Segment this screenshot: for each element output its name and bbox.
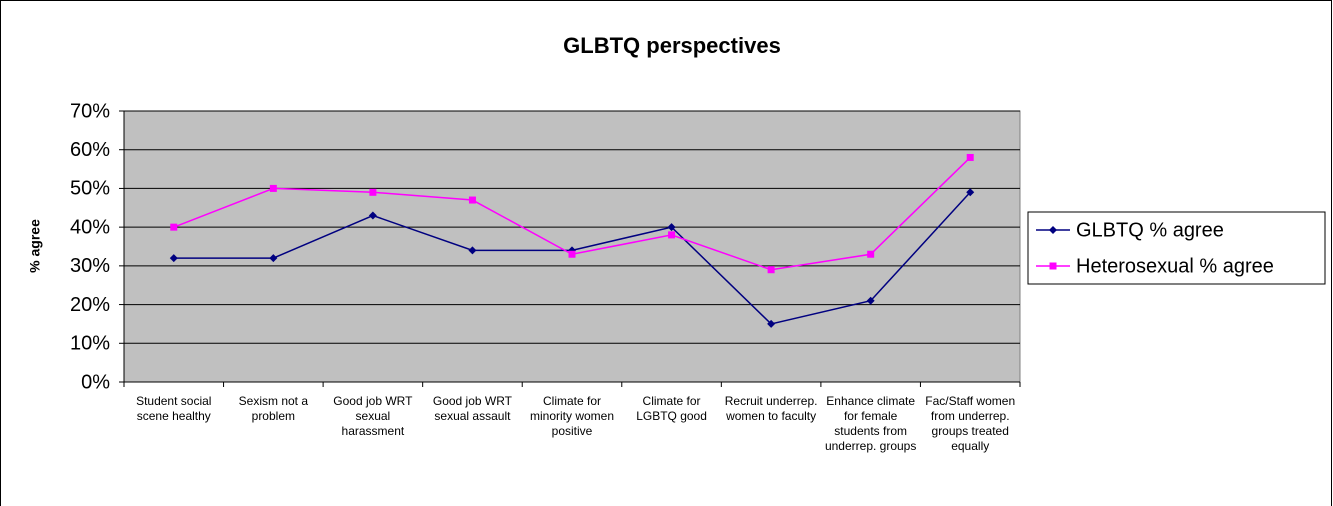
data-point bbox=[269, 184, 277, 192]
x-tick-label: Student social scene healthy bbox=[136, 394, 212, 423]
x-tick-label: Good job WRT sexual assault bbox=[432, 394, 513, 423]
legend-marker bbox=[1049, 262, 1057, 270]
y-axis-label: % agree bbox=[27, 219, 43, 273]
y-tick-label: 40% bbox=[70, 216, 110, 238]
data-point bbox=[468, 196, 476, 204]
x-tick-label: Fac/Staff women from underrep. groups tr… bbox=[925, 394, 1016, 453]
data-point bbox=[170, 223, 178, 231]
y-tick-label: 60% bbox=[70, 139, 110, 161]
legend-label: GLBTQ % agree bbox=[1076, 219, 1224, 241]
x-tick-label: Climate for minority women positive bbox=[529, 394, 615, 438]
y-tick-label: 30% bbox=[70, 255, 110, 277]
x-tick-label: Climate for LGBTQ good bbox=[636, 394, 707, 423]
data-point bbox=[668, 231, 676, 239]
data-point bbox=[368, 211, 377, 220]
data-point bbox=[966, 153, 974, 161]
data-point bbox=[966, 188, 975, 197]
legend-label: Heterosexual % agree bbox=[1076, 255, 1274, 277]
data-point bbox=[169, 254, 178, 263]
chart-title: GLBTQ perspectives bbox=[563, 33, 781, 58]
data-point bbox=[866, 296, 875, 305]
data-point bbox=[269, 254, 278, 263]
x-tick-label: Good job WRT sexual harassment bbox=[333, 394, 413, 438]
legend-box bbox=[1027, 211, 1326, 285]
data-point bbox=[767, 319, 776, 328]
data-point bbox=[468, 246, 477, 255]
legend-marker bbox=[1049, 226, 1057, 234]
x-tick-label: Enhance climate for female students from… bbox=[824, 394, 917, 453]
data-point bbox=[568, 250, 576, 258]
x-tick-label: Recruit underrep. women to faculty bbox=[724, 394, 818, 423]
data-point bbox=[767, 266, 775, 274]
y-tick-label: 50% bbox=[70, 178, 110, 200]
y-tick-label: 10% bbox=[70, 333, 110, 355]
y-tick-label: 20% bbox=[70, 294, 110, 316]
y-tick-label: 0% bbox=[81, 371, 110, 393]
y-tick-label: 70% bbox=[70, 100, 110, 122]
x-tick-label: Sexism not a problem bbox=[238, 394, 309, 423]
data-point bbox=[667, 223, 676, 232]
data-point bbox=[369, 188, 377, 196]
data-point bbox=[867, 250, 875, 258]
